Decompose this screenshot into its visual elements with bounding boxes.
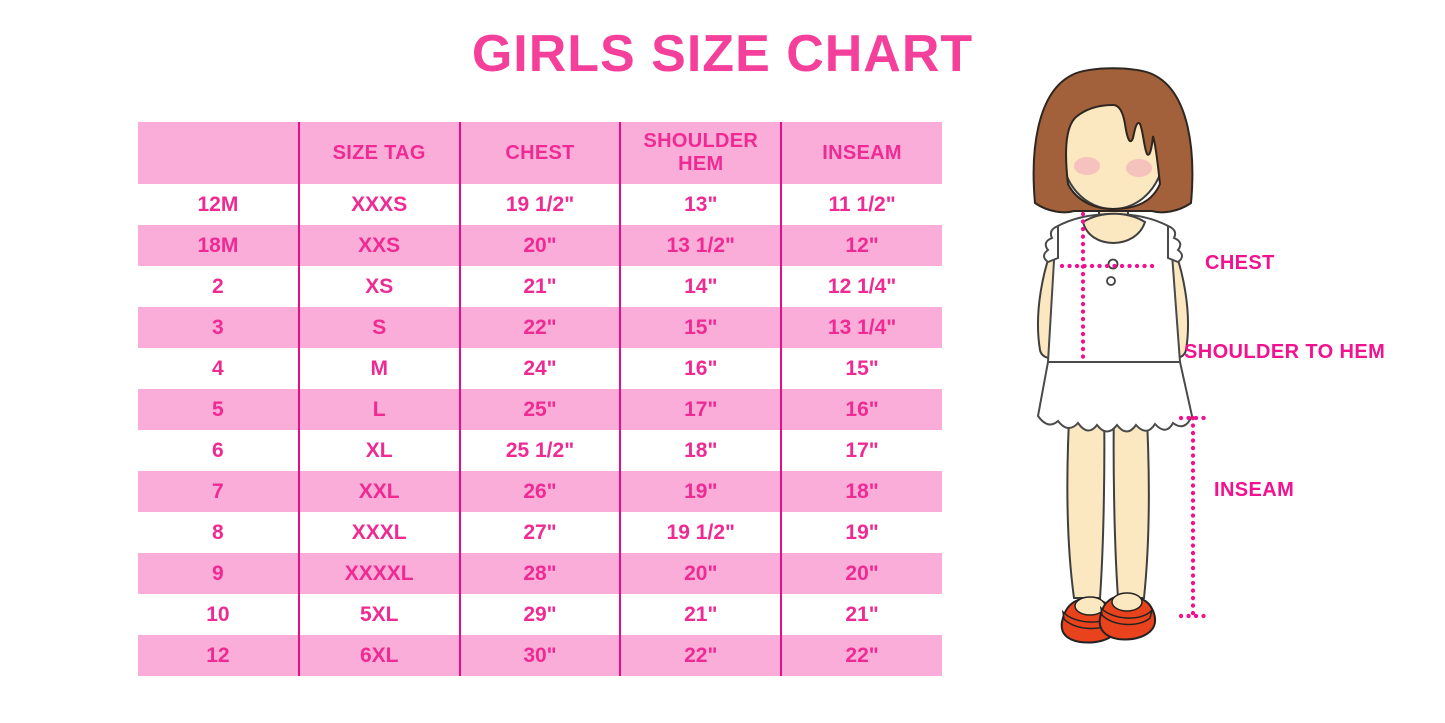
cell-inseam: 21" [780,594,942,635]
cell-tag: XXS [297,225,460,266]
cell-size: 12 [138,635,299,676]
cell-tag: XXXXL [297,553,460,594]
cell-tag: 5XL [297,594,460,635]
table-row: 6 XL 25 1/2" 18" 17" [138,430,942,471]
header-cell-shoulder-hem: SHOULDER HEM [619,122,782,184]
cell-tag: M [297,348,460,389]
cell-size: 4 [138,348,299,389]
cell-inseam: 12 1/4" [780,266,942,307]
table-row: 4 M 24" 16" 15" [138,348,942,389]
cell-shoulder-hem: 21" [619,594,782,635]
right-ruffle [1167,224,1183,264]
girl-illustration [1032,67,1209,644]
table-row: 5 L 25" 17" 16" [138,389,942,430]
cell-size: 10 [138,594,299,635]
cell-chest: 22" [458,307,621,348]
cell-shoulder-hem: 13" [619,184,782,225]
left-blush [1074,157,1100,175]
button-bottom [1106,276,1116,286]
left-leg [1066,399,1106,599]
cell-size: 7 [138,471,299,512]
table-row: 8 XXXL 27" 19 1/2" 19" [138,512,942,553]
size-chart-table: SIZE TAG CHEST SHOULDER HEM INSEAM 12M X… [138,122,942,676]
table-row: 10 5XL 29" 21" 21" [138,594,942,635]
cell-shoulder-hem: 15" [619,307,782,348]
table-row: 3 S 22" 15" 13 1/4" [138,307,942,348]
right-foot [1111,592,1143,612]
header-cell-blank [138,122,299,184]
cell-tag: L [297,389,460,430]
cell-chest: 24" [458,348,621,389]
table-row: 2 XS 21" 14" 12 1/4" [138,266,942,307]
header-cell-size-tag: SIZE TAG [297,122,460,184]
cell-inseam: 19" [780,512,942,553]
cell-chest: 21" [458,266,621,307]
cell-inseam: 11 1/2" [780,184,942,225]
cell-inseam: 16" [780,389,942,430]
cell-shoulder-hem: 13 1/2" [619,225,782,266]
cell-tag: XL [297,430,460,471]
cell-tag: XS [297,266,460,307]
cell-tag: XXXL [297,512,460,553]
hair [1032,67,1194,214]
cell-tag: 6XL [297,635,460,676]
cell-size: 8 [138,512,299,553]
cell-chest: 26" [458,471,621,512]
page-title: GIRLS SIZE CHART [471,25,974,83]
cell-chest: 20" [458,225,621,266]
cell-chest: 27" [458,512,621,553]
cell-shoulder-hem: 20" [619,553,782,594]
table-row: 7 XXL 26" 19" 18" [138,471,942,512]
header-cell-chest: CHEST [458,122,621,184]
cell-tag: S [297,307,460,348]
inseam-label: INSEAM [1214,479,1295,501]
cell-chest: 19 1/2" [458,184,621,225]
right-blush [1126,159,1152,177]
right-shoe-strap [1099,605,1153,626]
header-cell-inseam: INSEAM [780,122,942,184]
table-row: 18M XXS 20" 13 1/2" 12" [138,225,942,266]
left-ruffle [1043,224,1059,264]
skirt [1036,361,1194,433]
cell-inseam: 13 1/4" [780,307,942,348]
cell-inseam: 20" [780,553,942,594]
table-row: 9 XXXXL 28" 20" 20" [138,553,942,594]
right-leg [1112,399,1150,599]
cell-size: 5 [138,389,299,430]
cell-inseam: 17" [780,430,942,471]
cell-size: 12M [138,184,299,225]
cell-size: 2 [138,266,299,307]
cell-size: 18M [138,225,299,266]
cell-shoulder-hem: 19 1/2" [619,512,782,553]
cell-inseam: 12" [780,225,942,266]
cell-shoulder-hem: 16" [619,348,782,389]
cell-chest: 25" [458,389,621,430]
cell-chest: 25 1/2" [458,430,621,471]
chest-label: CHEST [1205,252,1275,274]
cell-shoulder-hem: 19" [619,471,782,512]
cell-size: 6 [138,430,299,471]
cell-size: 9 [138,553,299,594]
cell-chest: 28" [458,553,621,594]
cell-shoulder-hem: 18" [619,430,782,471]
neckline [1081,212,1147,244]
cell-tag: XXL [297,471,460,512]
cell-inseam: 22" [780,635,942,676]
cell-tag: XXXS [297,184,460,225]
table-row: 12M XXXS 19 1/2" 13" 11 1/2" [138,184,942,225]
shoulder-to-hem-label: SHOULDER TO HEM [1184,341,1386,363]
cell-shoulder-hem: 17" [619,389,782,430]
cell-shoulder-hem: 22" [619,635,782,676]
cell-chest: 30" [458,635,621,676]
cell-chest: 29" [458,594,621,635]
cell-inseam: 15" [780,348,942,389]
cell-size: 3 [138,307,299,348]
table-row: 12 6XL 30" 22" 22" [138,635,942,676]
cell-shoulder-hem: 14" [619,266,782,307]
cell-inseam: 18" [780,471,942,512]
header-row: SIZE TAG CHEST SHOULDER HEM INSEAM [138,122,942,184]
